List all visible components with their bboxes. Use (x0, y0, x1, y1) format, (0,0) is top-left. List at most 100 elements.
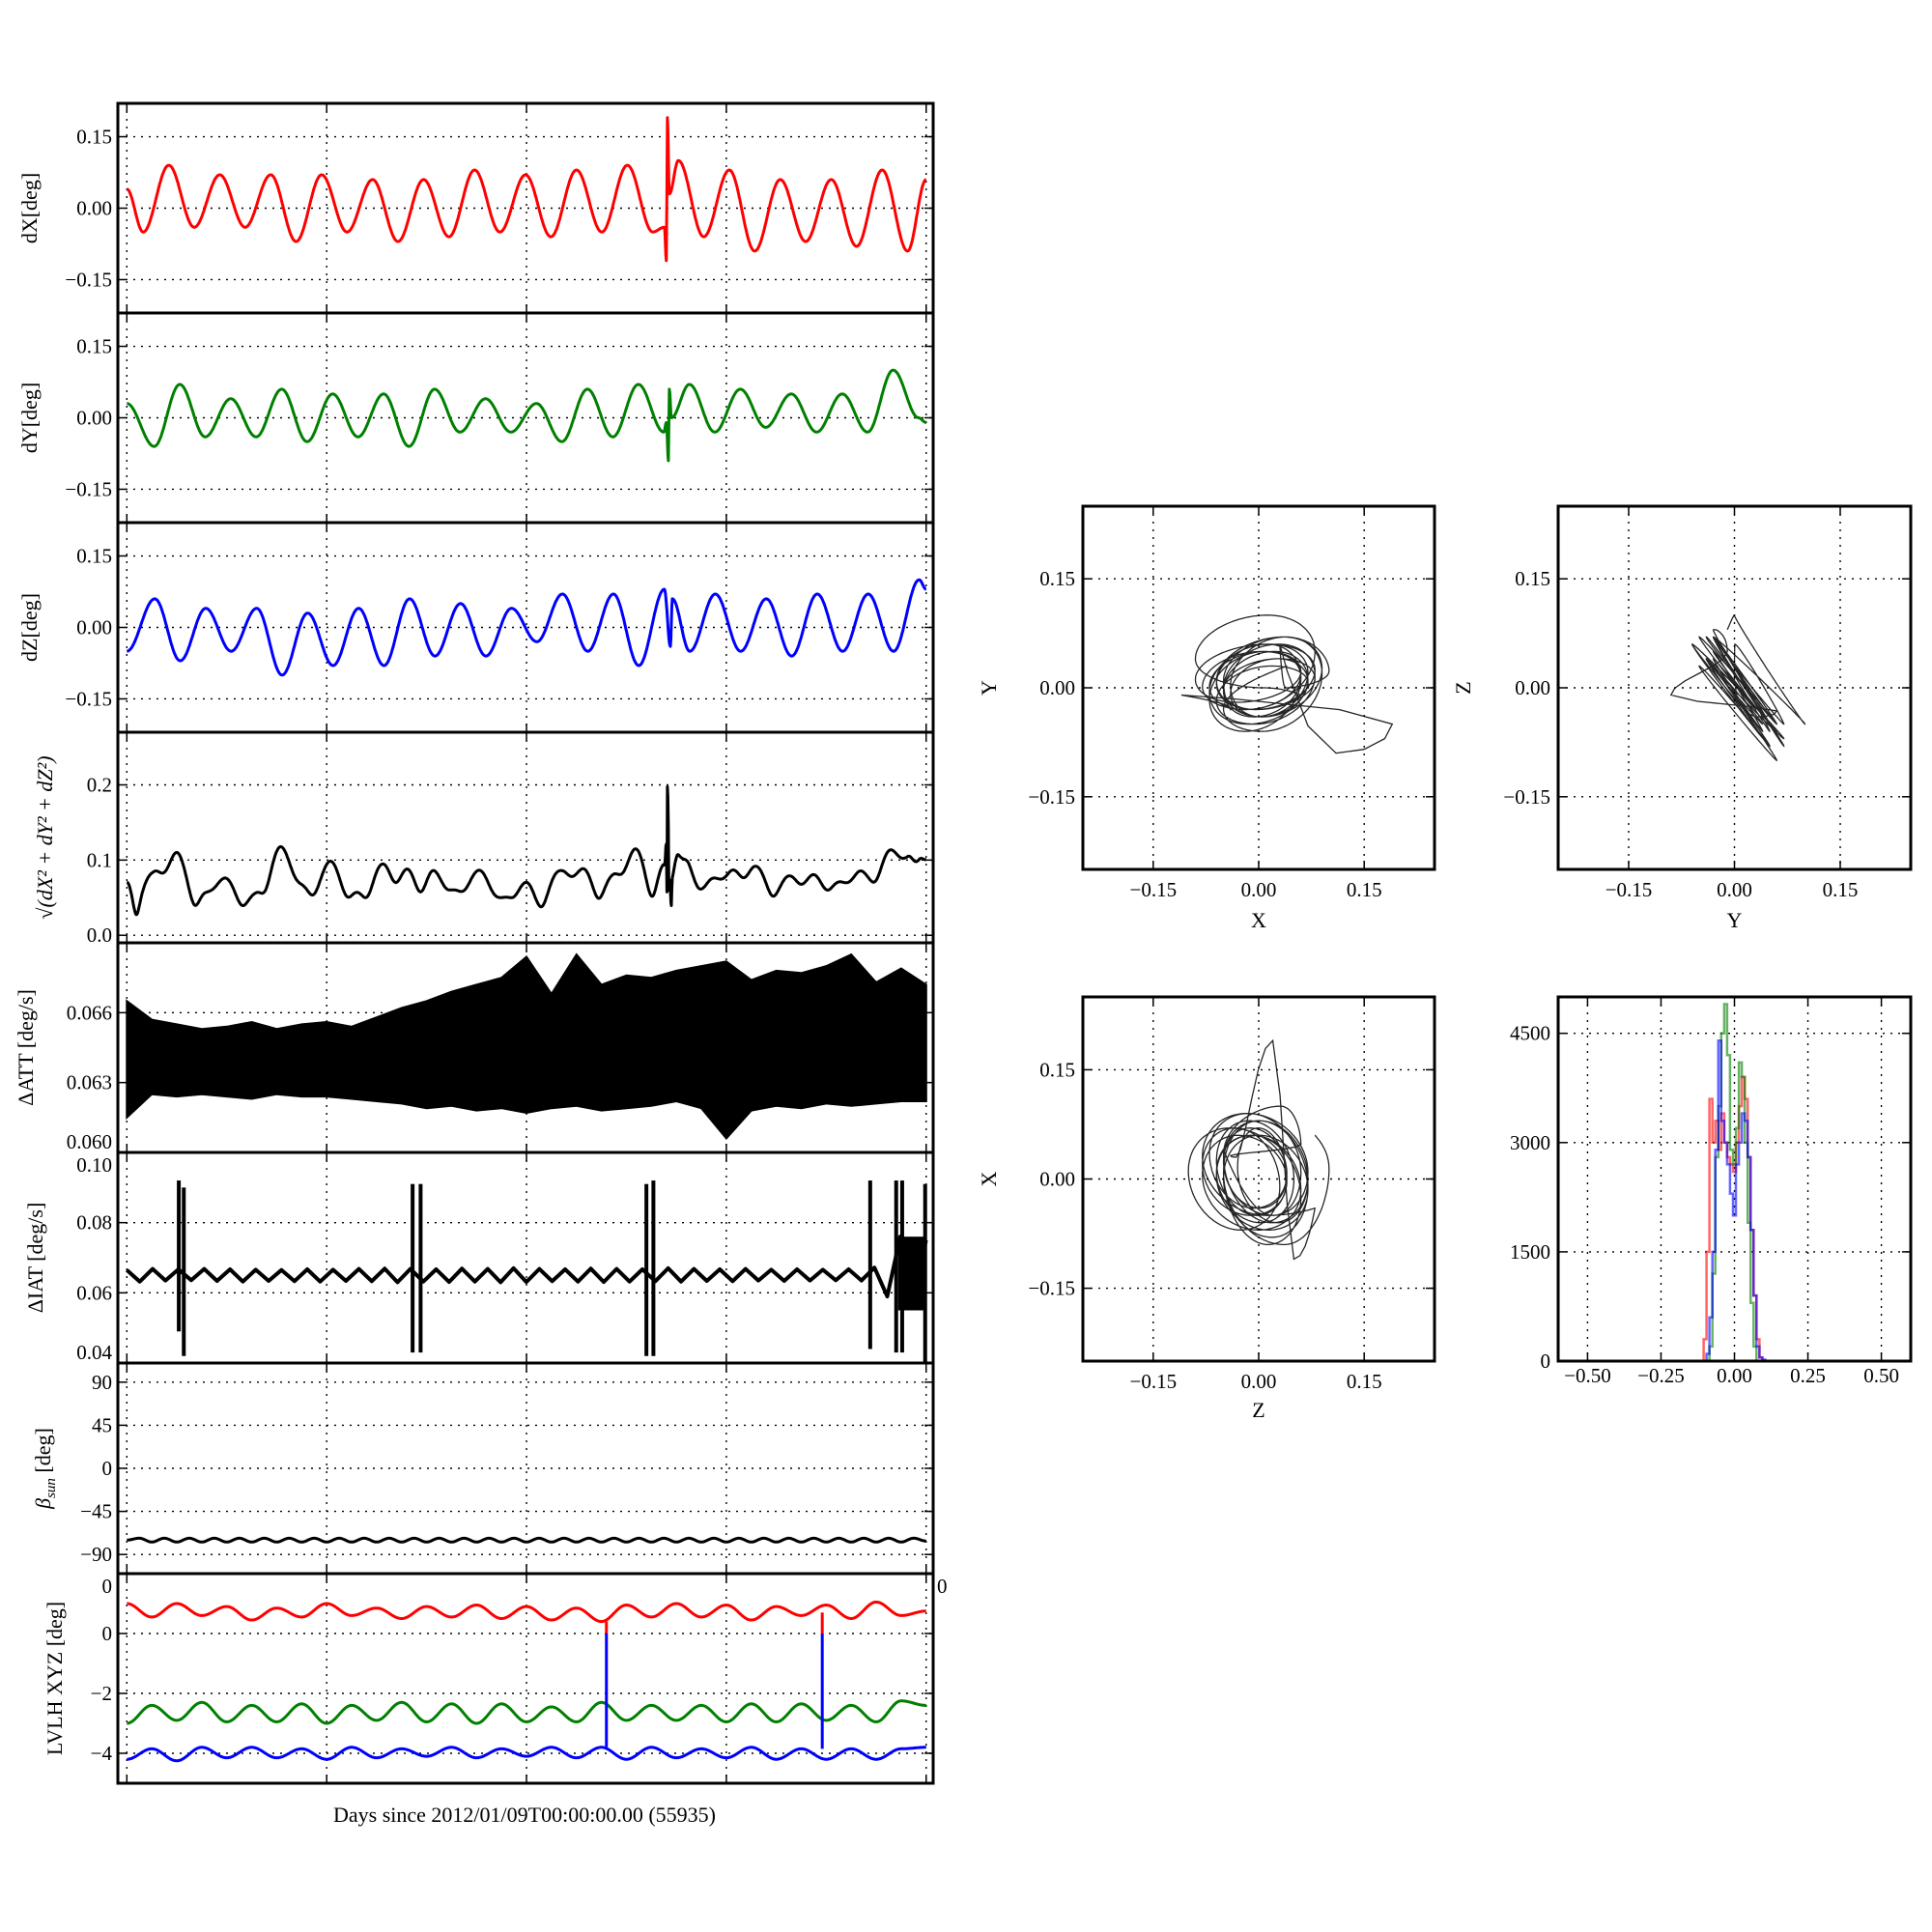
y-tick-label: −0.15 (1503, 785, 1550, 809)
x-tick-label: 0.00 (1241, 878, 1277, 901)
y-tick-label: 0.0 (87, 923, 112, 947)
scatter-trace-xy (1180, 614, 1394, 754)
burst-mark (651, 1180, 656, 1356)
y-axis-label-dy: dY[deg] (17, 383, 42, 453)
y-tick-label: 0.08 (76, 1211, 112, 1235)
x-tick-label: 0.15 (1347, 1370, 1382, 1393)
panel-iat: 0.10 0.08 0.06 0.04 ΔIAT [deg/s] (23, 1151, 935, 1365)
y-tick-label: 0.15 (1039, 567, 1075, 590)
series-line-lvlh-2 (126, 1746, 927, 1763)
series-line-lvlh-1 (126, 1699, 927, 1725)
noisy-band-mark (897, 1236, 926, 1311)
stray-tick-label-right: 0 (937, 1575, 948, 1598)
x-axis-label: Days since 2012/01/09T00:00:00.00 (55935… (333, 1803, 716, 1827)
histogram-step-2 (1587, 1038, 1882, 1363)
y-tick-label: 0 (1541, 1350, 1551, 1373)
y-label-unit: [deg] (31, 1428, 55, 1478)
panel-norm: 0.2 0.1 0.0 √(dX² + dY² + dZ²) (33, 730, 935, 947)
burst-mark (867, 1180, 872, 1350)
series-line-norm (126, 785, 927, 917)
x-tick-label: 0.50 (1863, 1364, 1899, 1387)
series-line-dz-0 (126, 578, 927, 677)
y-axis-label-lvlh: LVLH XYZ [deg] (43, 1602, 67, 1755)
series-line-iat-0 (125, 1235, 928, 1309)
x-tick-label: 0.15 (1823, 878, 1859, 901)
y-tick-label: 0 (102, 1457, 113, 1480)
x-tick-label: 0.00 (1717, 1364, 1752, 1387)
x-axis-label-yz: Y (1727, 908, 1743, 932)
series-line-dy-0 (126, 368, 927, 463)
y-axis-label-xy: Y (977, 680, 1001, 696)
y-tick-label: 0.2 (87, 774, 112, 797)
axes-frame-zx (1081, 995, 1436, 1363)
burst-mark (177, 1180, 182, 1332)
burst-mark (411, 1183, 415, 1353)
y-tick-label: −0.15 (1028, 785, 1075, 809)
data-dz (126, 578, 927, 677)
panel-dy: 0.15 0.00 −0.15 dY[deg] (17, 311, 935, 525)
y-axis-label-zx: X (977, 1171, 1001, 1186)
y-tick-label: −0.15 (65, 477, 112, 500)
y-tick-label: 0 (102, 1622, 113, 1645)
y-axis-label-dx: dX[deg] (17, 173, 42, 243)
y-tick-label: 0.066 (67, 1001, 112, 1024)
panel-lvlh: 0 −2 −4 LVLH XYZ [deg] (43, 1572, 935, 1785)
data-lvlh (126, 1601, 927, 1763)
y-tick-label: −0.15 (65, 268, 112, 291)
panel-xy: 0.15 0.00 −0.15 −0.15 0.00 0.15 X Y (977, 504, 1436, 932)
burst-mark (182, 1187, 186, 1356)
x-tick-label: 0.00 (1241, 1370, 1277, 1393)
y-axis-label-dz: dZ[deg] (17, 593, 42, 662)
panel-hist: 4500 3000 1500 0 −0.50 −0.25 0.00 0.25 0.50 (1510, 995, 1913, 1387)
y-tick-label: 0.15 (1515, 567, 1550, 590)
series-line-beta-0 (126, 1536, 927, 1544)
y-axis-label-yz: Z (1451, 681, 1475, 694)
data-att (126, 952, 927, 1141)
y-label-subscript: sun (43, 1478, 59, 1498)
series-band-att (126, 952, 927, 1141)
y-tick-label: 0.15 (76, 335, 112, 358)
stray-tick-label-left: 0 (102, 1575, 113, 1598)
axes-frame-hist (1556, 995, 1913, 1363)
x-axis-label-zx: Z (1252, 1398, 1264, 1422)
axes-frame-lvlh (116, 1572, 935, 1785)
x-tick-label: −0.50 (1564, 1364, 1611, 1387)
y-tick-label: −45 (80, 1500, 112, 1523)
series-line-lvlh-0 (126, 1601, 927, 1624)
y-tick-label: 0.06 (76, 1281, 112, 1304)
x-tick-label: 0.25 (1790, 1364, 1826, 1387)
y-tick-label: 0.1 (87, 848, 112, 871)
panel-zx: 0.15 0.00 −0.15 −0.15 0.00 0.15 Z X (977, 995, 1436, 1422)
y-tick-label: −90 (80, 1543, 112, 1566)
y-tick-label: 0.04 (76, 1341, 112, 1364)
y-tick-label: 3000 (1510, 1131, 1550, 1154)
y-tick-label: 0.15 (76, 545, 112, 568)
y-tick-label: 1500 (1510, 1240, 1550, 1264)
burst-mark (644, 1183, 649, 1356)
y-tick-label: −2 (91, 1682, 112, 1705)
y-tick-label: 0.060 (67, 1130, 112, 1153)
y-tick-label: 45 (92, 1413, 112, 1436)
scatter-trace-zx (1187, 1038, 1330, 1261)
data-beta (126, 1536, 927, 1544)
y-tick-label: −4 (91, 1742, 113, 1765)
series-line-dx-0 (126, 116, 927, 263)
y-tick-label: 4500 (1510, 1022, 1550, 1045)
y-axis-label-beta: βsun [deg] (31, 1428, 59, 1510)
data-dy (126, 368, 927, 463)
burst-mark (894, 1180, 898, 1353)
y-tick-label: 0.063 (67, 1071, 112, 1094)
y-tick-label: 0.15 (1039, 1058, 1075, 1081)
panel-dz: 0.15 0.00 −0.15 dZ[deg] (17, 521, 935, 734)
x-tick-label: −0.15 (1130, 878, 1178, 901)
axes-frame-xy (1081, 504, 1436, 871)
axes-frame-yz (1556, 504, 1913, 871)
y-tick-label: −0.15 (1028, 1277, 1075, 1300)
x-tick-label: 0.15 (1347, 878, 1382, 901)
y-tick-label: 0.00 (76, 616, 112, 639)
y-label-symbol: β (31, 1498, 55, 1510)
data-iat (125, 1180, 928, 1363)
x-tick-label: −0.15 (1130, 1370, 1178, 1393)
